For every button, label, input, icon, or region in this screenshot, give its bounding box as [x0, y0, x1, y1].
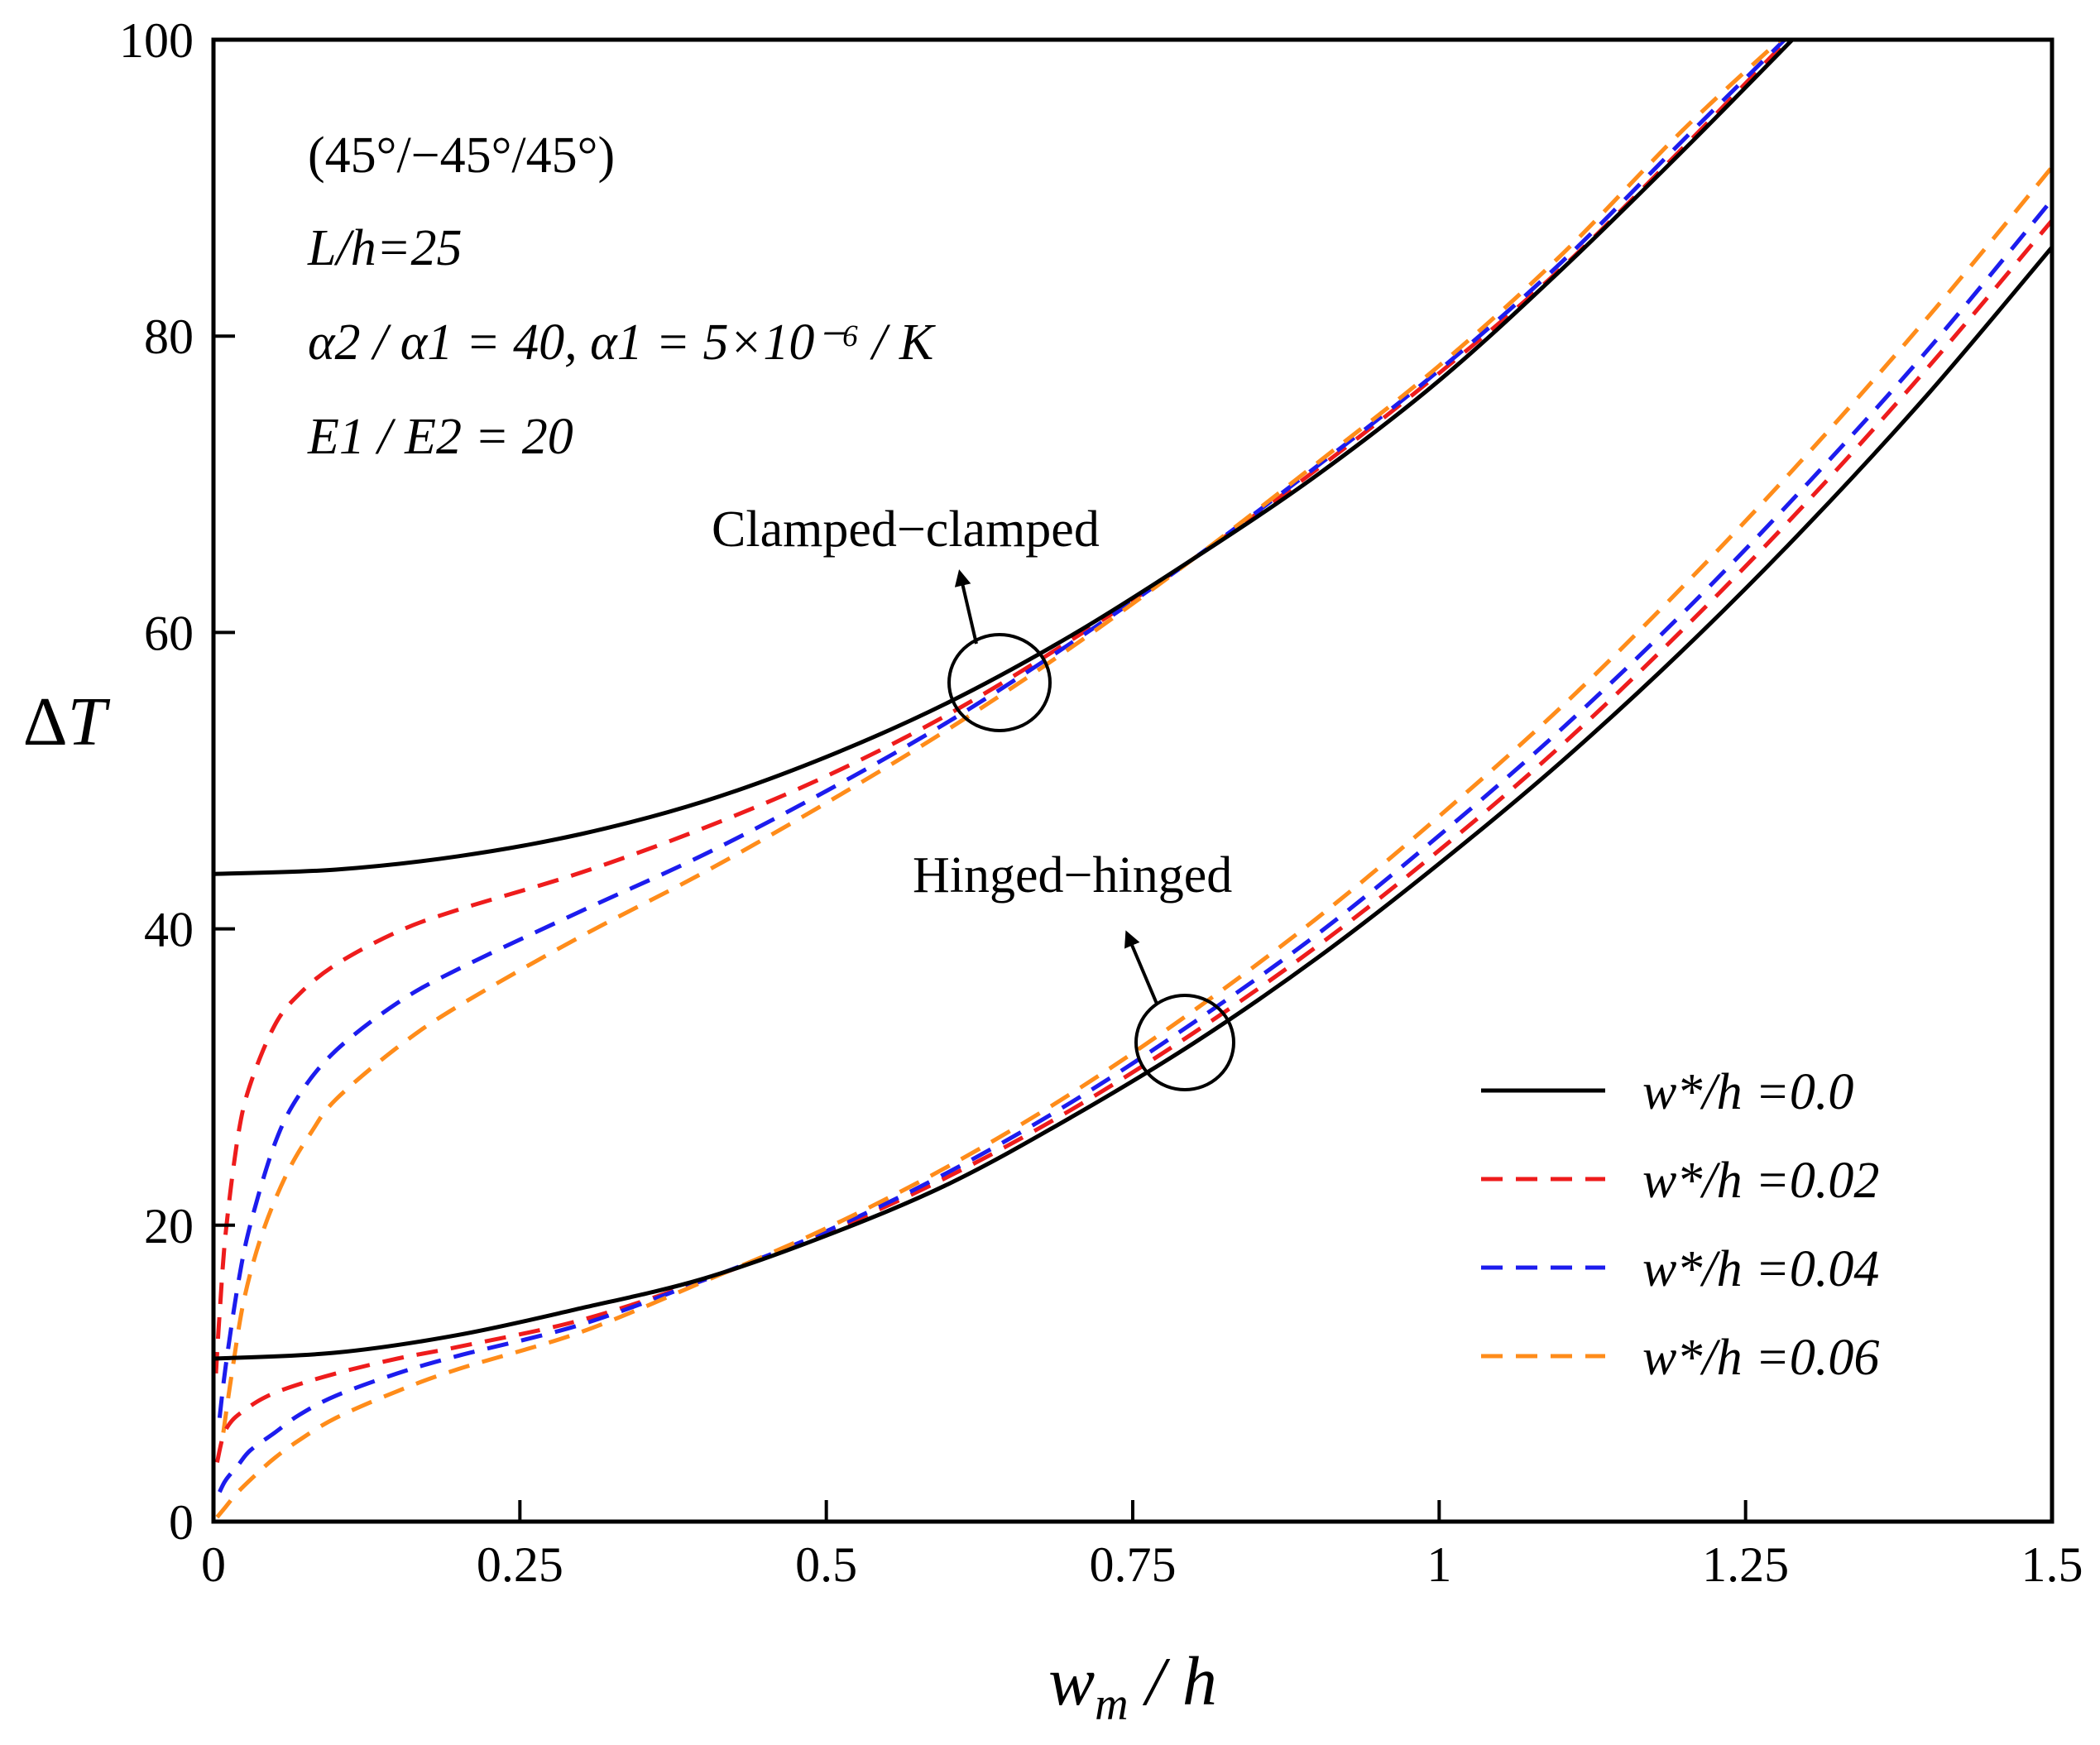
param-modulus: E1 / E2 = 20	[307, 409, 573, 465]
legend-label-2: w*/h =0.04	[1642, 1241, 1879, 1297]
parameter-block: (45°/−45°/45°) L/h=25 α2 / α1 = 40, α1 =…	[307, 127, 937, 465]
series-line-clamped-clamped-3	[221, 40, 1784, 1433]
x-tick-label: 1	[1426, 1537, 1451, 1592]
y-tick-label: 40	[144, 903, 194, 957]
series-layer	[213, 40, 2052, 1519]
clamped-circle	[947, 633, 1052, 732]
series-line-hinged-hinged-7	[215, 165, 2052, 1519]
x-tick-label: 1.5	[2021, 1537, 2083, 1592]
y-tick-label: 60	[144, 606, 194, 660]
annotation-clamped: Clamped−clamped	[712, 501, 1100, 732]
series-line-hinged-hinged-4	[213, 246, 2052, 1361]
x-tick-label: 0.25	[477, 1537, 563, 1592]
annotation-hinged: Hinged−hinged	[913, 847, 1235, 1091]
hinged-circle	[1134, 994, 1235, 1091]
legend-label-1: w*/h =0.02	[1642, 1153, 1879, 1209]
legend: w*/h =0.0 w*/h =0.02 w*/h =0.04 w*/h =0.…	[1481, 1064, 1879, 1386]
ticks-layer: 0 0.25 0.5 0.75 1 1.25 1.5 0 20 40 60 80 100	[119, 13, 2083, 1592]
hinged-arrow	[1124, 930, 1158, 1004]
hinged-label: Hinged−hinged	[913, 847, 1232, 904]
param-slenderness: L/h=25	[307, 220, 463, 276]
clamped-label: Clamped−clamped	[712, 501, 1100, 558]
param-expansion: α2 / α1 = 40, α1 = 5×10⁻⁶ / K	[308, 314, 937, 371]
y-tick-label: 100	[119, 13, 194, 68]
x-tick-label: 0.5	[795, 1537, 857, 1592]
x-tick-label: 0	[201, 1537, 226, 1592]
series-line-hinged-hinged-5	[214, 218, 2052, 1463]
x-tick-label: 0.75	[1090, 1537, 1177, 1592]
legend-label-0: w*/h =0.0	[1642, 1064, 1853, 1120]
plot-frame	[211, 37, 2054, 1524]
x-axis-title: wm / h	[1048, 1643, 1217, 1730]
series-line-hinged-hinged-6	[218, 198, 2052, 1493]
y-axis-title: ΔT	[23, 683, 111, 760]
y-tick-label: 80	[144, 309, 194, 364]
legend-label-3: w*/h =0.06	[1642, 1330, 1879, 1386]
param-layup: (45°/−45°/45°)	[308, 127, 615, 184]
y-tick-label: 0	[169, 1495, 194, 1550]
series-line-clamped-clamped-0	[213, 40, 1796, 876]
x-tick-label: 1.25	[1702, 1537, 1789, 1592]
clamped-arrow	[954, 569, 978, 645]
series-line-clamped-clamped-1	[213, 40, 1791, 1374]
y-tick-label: 20	[144, 1199, 194, 1254]
series-line-clamped-clamped-2	[217, 40, 1788, 1418]
